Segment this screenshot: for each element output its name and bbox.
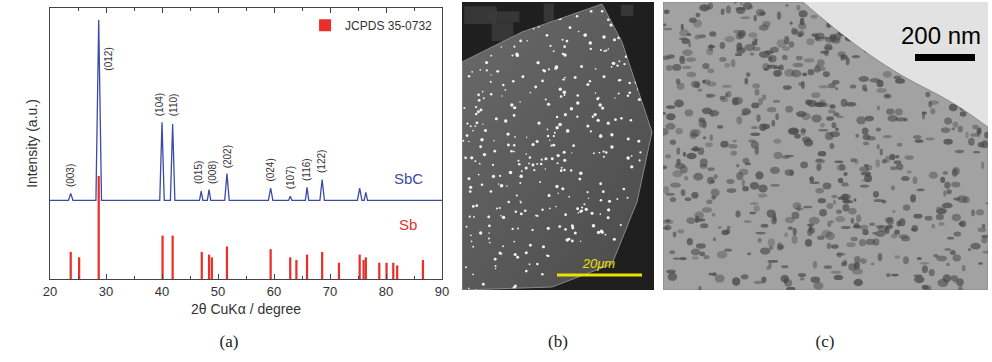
svg-text:SbC: SbC <box>394 170 423 187</box>
svg-text:(003): (003) <box>65 164 76 187</box>
svg-text:20: 20 <box>43 284 57 299</box>
svg-text:(107): (107) <box>285 166 296 189</box>
svg-text:90: 90 <box>435 284 449 299</box>
svg-text:(024): (024) <box>265 158 276 181</box>
svg-text:(202): (202) <box>222 145 233 168</box>
svg-text:Sb: Sb <box>399 216 417 233</box>
svg-text:(104): (104) <box>154 93 165 116</box>
svg-text:50: 50 <box>211 284 225 299</box>
html-text:(b): (b) <box>548 332 568 351</box>
html-text:(c): (c) <box>815 332 835 351</box>
svg-text:2θ CuKα / degree: 2θ CuKα / degree <box>191 301 301 317</box>
html-text:(a): (a) <box>219 332 239 351</box>
svg-text:JCPDS 35-0732: JCPDS 35-0732 <box>345 19 432 33</box>
svg-text:(015): (015) <box>193 161 204 184</box>
svg-text:30: 30 <box>99 284 113 299</box>
svg-text:200 nm: 200 nm <box>901 22 981 49</box>
svg-text:70: 70 <box>323 284 337 299</box>
svg-text:(122): (122) <box>316 150 327 173</box>
svg-text:(110): (110) <box>168 94 179 117</box>
svg-text:(116): (116) <box>301 158 312 181</box>
svg-text:60: 60 <box>267 284 281 299</box>
svg-text:40: 40 <box>155 284 169 299</box>
svg-text:(008): (008) <box>207 161 218 184</box>
svg-text:80: 80 <box>379 284 393 299</box>
svg-text:Intensity (a.u.): Intensity (a.u.) <box>24 99 40 188</box>
svg-text:(012): (012) <box>103 47 114 70</box>
svg-text:20μm: 20μm <box>582 256 616 271</box>
